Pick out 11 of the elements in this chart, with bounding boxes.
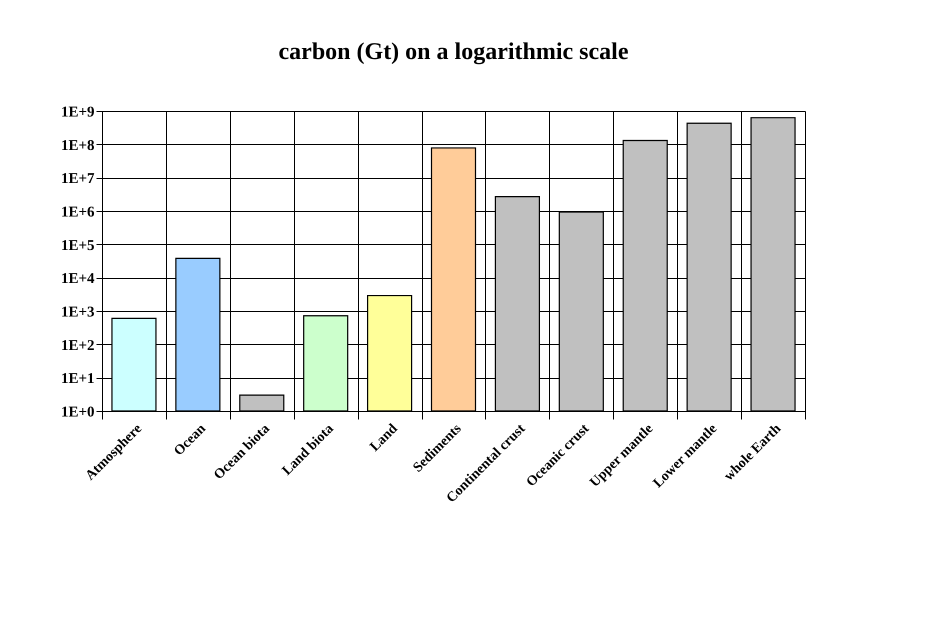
y-tick-label: 1E+3	[60, 304, 94, 320]
y-tick-label: 1E+8	[60, 138, 94, 154]
y-tick-label: 1E+6	[60, 204, 95, 220]
y-tick-label: 1E+2	[60, 338, 94, 354]
y-tick-label: 1E+7	[60, 171, 95, 188]
y-tick-label: 1E+1	[60, 371, 94, 388]
y-tick-label: 1E+0	[60, 404, 94, 420]
y-tick-label: 1E+5	[60, 238, 94, 254]
chart-title: carbon (Gt) on a logarithmic scale	[278, 39, 629, 65]
y-tick-label: 1E+4	[60, 271, 95, 288]
y-tick-label: 1E+9	[60, 104, 94, 120]
